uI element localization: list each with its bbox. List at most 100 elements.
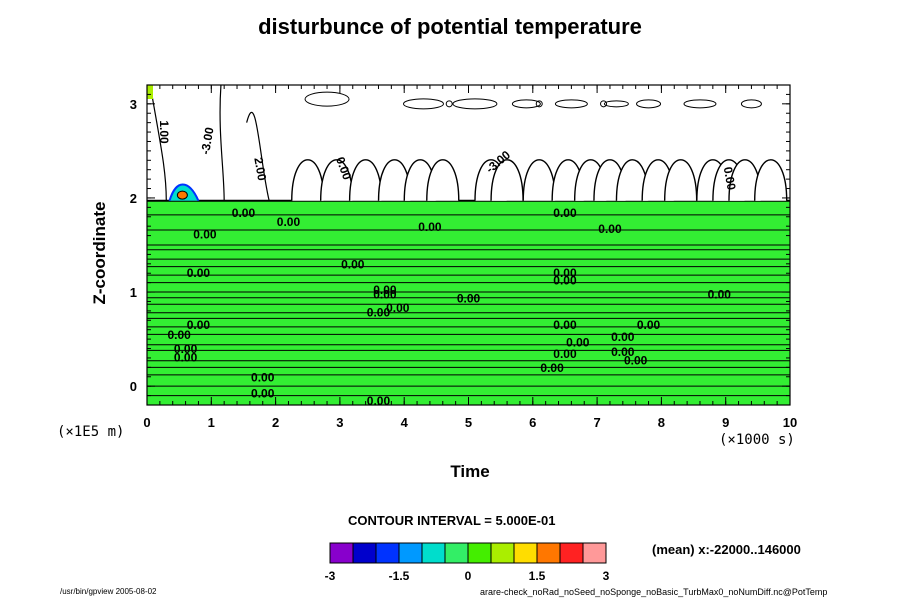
x-tick-label: 6 [529,415,536,430]
colorbar-swatch [490,542,515,564]
contour-line [146,317,791,320]
contour-line [146,366,791,369]
y-unit-label: (×1E5 m) [57,424,125,440]
contour-line [219,84,225,201]
contour-line [146,333,791,336]
colorbar-tick-label: -1.5 [389,569,410,583]
contour-label: 1.00 [157,120,171,144]
x-unit-label: (×1000 s) [719,432,795,448]
x-tick-label: 4 [401,415,409,430]
colorbar-swatch [329,542,354,564]
colorbar-swatch [444,542,469,564]
colorbar-swatch [421,542,446,564]
contour-label: 0.00 [174,342,198,356]
contour-label: 0.00 [637,318,661,332]
contour-line [146,258,791,261]
chart-title: disturbunce of potential temperature [258,14,642,39]
closed-contour [535,100,543,108]
closed-contour [304,91,350,107]
contour-label: 0.00 [187,318,211,332]
contour-label: 0.00 [598,222,622,236]
closed-contour [511,99,541,109]
x-tick-label: 2 [272,415,279,430]
footer-command: /usr/bin/gpview 2005-08-02 [60,587,157,596]
contour-label: 0.00 [277,215,301,229]
x-tick-label: 7 [593,415,600,430]
contour-interval-text: CONTOUR INTERVAL = 5.000E-01 [348,513,556,528]
contour-line [146,281,791,284]
contour-line [146,243,791,247]
x-tick-label: 10 [783,415,797,430]
contour-line [146,325,791,328]
contour-label: 0.00 [386,301,410,315]
contour-label: 0.00 [553,206,577,220]
x-axis-label: Time [450,462,490,481]
contour-label: 0.00 [553,266,577,280]
x-tick-label: 1 [208,415,215,430]
colorbar-tick-label: 3 [603,569,610,583]
zero-value-fill [147,200,790,405]
colorbar-swatch [352,542,377,564]
closed-contour [445,100,453,108]
closed-contour [683,99,717,109]
contour-label: 0.00 [457,291,481,305]
contour-line [146,274,791,277]
footer-source-file: arare-check_noRad_noSeed_noSponge_noBasi… [480,587,828,597]
plume-contour [663,159,698,201]
contour-label: 0.00 [553,347,577,361]
contour-line [146,248,791,251]
plume-contour [754,159,788,201]
contour-line [146,385,791,388]
contour-line [146,349,791,352]
colorbar-tick-label: -3 [325,569,336,583]
contour-label: 0.00 [167,328,191,342]
plume-contour [291,159,325,201]
closed-contour [402,98,444,110]
contour-label: 0.00 [193,227,217,241]
plume-contour [348,159,383,201]
contour-label: 2.00 [251,156,269,182]
colorbar-swatch [559,542,584,564]
y-axis-label: Z-coordinate [90,201,109,305]
closed-contour [740,99,762,109]
contour-label: 0.00 [418,220,442,234]
closed-contour [452,98,498,110]
contour-label: 0.00 [187,266,211,280]
plume-contour [522,159,556,201]
y-tick-label: 2 [130,191,137,206]
contour-line [146,373,791,376]
contour-line [146,311,791,314]
contour-label: 0.00 [373,283,397,297]
corner-anomaly [147,85,153,99]
x-tick-label: 3 [336,415,343,430]
plume-contour [490,159,524,201]
colorbar-tick-label: 1.5 [529,569,546,583]
contour-label: 0.00 [611,330,635,344]
contour-label: 0.00 [553,318,577,332]
contour-label: 0.00 [566,336,590,350]
contour-line [146,228,791,232]
closed-contour [600,100,608,108]
contour-label: 0.00 [251,370,275,384]
contour-label: 0.00 [624,354,648,368]
colorbar-swatch [467,542,492,564]
contour-label: 0.00 [251,386,275,400]
y-tick-label: 0 [130,379,137,394]
contour-line [146,343,791,346]
contour-line [146,359,791,362]
contour-label: 0.00 [721,166,739,192]
contour-label: 0.00 [611,345,635,359]
contour-label: 0.00 [540,361,564,375]
x-tick-label: 0 [143,415,150,430]
x-tick-label: 5 [465,415,472,430]
colorbar-swatch [582,542,607,564]
y-tick-label: 3 [130,97,137,112]
contour-label: 0.00 [174,351,198,365]
contour-label: 0.00 [373,288,397,302]
contour-label: 0.00 [553,274,577,288]
x-tick-label: 8 [658,415,665,430]
contour-label: 0.00 [341,258,365,272]
y-tick-label: 1 [130,285,137,300]
contour-line [246,112,270,201]
closed-contour [603,100,629,108]
